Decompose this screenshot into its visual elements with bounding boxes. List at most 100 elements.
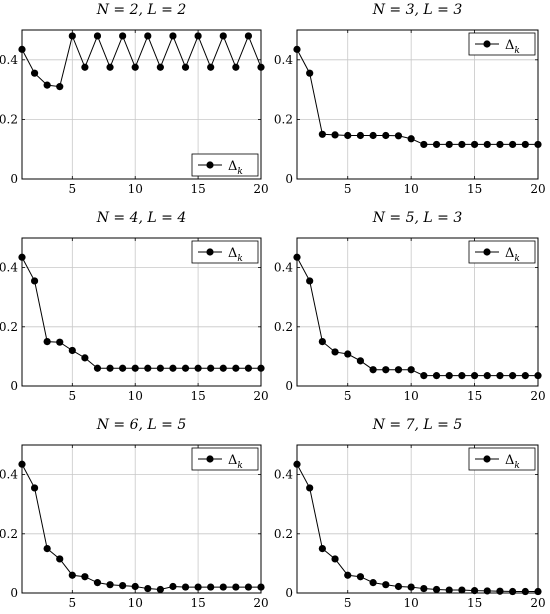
panel-1-ytick-label-0.2: 0.2 [0,112,18,126]
panel-1-title: N = 2, L = 2 [96,2,187,18]
panel-5-data-point-8 [106,581,114,589]
panel-3-ytick-label-0.2: 0.2 [0,320,18,334]
panel-5-xtick-label-20: 20 [253,596,268,610]
panel-1-data-point-2 [30,69,39,77]
panel-3-data-point-11 [144,364,152,372]
panel-2-data-point-2 [306,69,314,77]
panel-1-data-point-15 [194,32,202,40]
panel-6-legend-box [468,447,536,471]
panel-4-data-point-15 [470,372,479,380]
panel-1-xtick-label-15: 15 [190,182,205,196]
panel-4-data-point-7 [369,366,377,374]
panel-2-data-point-18 [509,140,517,149]
panel-4-xtick-label-20: 20 [530,389,545,403]
panel-6-data-point-10 [407,583,415,591]
panel-4-data-point-2 [306,277,314,285]
panel-3-legend-box [191,240,259,264]
panel-3-legend-label-main: Δ [228,246,237,261]
panel-3-data-point-15 [194,364,202,372]
panel-2-data-point-3 [318,130,326,138]
panel-2: N = 3, L = 3 5 10 15 20 0 0.2 0.4 Δk [274,2,546,196]
panel-6-data-point-5 [344,571,352,579]
panel-2-ytick-label-0.4: 0.4 [274,53,293,67]
panel-3-data-point-7 [93,364,102,372]
panel-5-data-point-6 [81,573,89,581]
panel-2-data-point-15 [470,140,479,149]
panel-5-legend-label: Δk [228,453,243,471]
panel-2-data-point-16 [483,140,491,149]
panel-1-data-point-19 [244,32,253,40]
panel-1-legend: Δk [191,153,259,177]
panel-6-series-line [296,464,538,593]
panel-6-data-point-1 [293,460,301,468]
panel-1-data-point-11 [144,32,152,40]
panel-6-legend-label: Δk [505,453,520,471]
panel-3-ytick-label-0: 0 [10,379,18,393]
panel-2-data-point-7 [369,131,377,140]
panel-3-axes-frame [21,237,262,387]
panel-1-xtick-label-20: 20 [253,182,268,196]
panel-6-data-point-9 [394,582,403,591]
panel-3-xtick-label-10: 10 [128,389,143,403]
panel-6-ytick-label-0: 0 [285,586,293,600]
panel-3-data-point-4 [56,338,64,346]
panel-4-data-point-16 [483,372,491,380]
panel-2-data-point-4 [331,131,339,139]
panel-5: N = 6, L = 5 5 10 15 20 0 0.2 0.4 Δk [0,417,269,610]
panel-5-data-point-18 [232,583,240,591]
panel-3-xtick-label-15: 15 [190,389,205,403]
panel-6-data-point-15 [470,587,479,595]
panel-1-data-point-9 [119,32,127,40]
panel-4-data-point-5 [344,350,352,358]
panel-4-data-point-20 [534,372,542,380]
panel-1-ytick-label-0: 0 [10,172,18,186]
panel-5-data-point-5 [68,571,76,579]
panel-3-xtick-label-5: 5 [68,389,76,403]
panel-3-title: N = 4, L = 4 [96,210,187,226]
panel-3-data-point-1 [18,253,26,261]
panel-2-data-point-5 [344,131,352,140]
panel-2-data-point-9 [394,132,403,140]
panel-4-xtick-label-15: 15 [467,389,482,403]
panel-6-data-point-11 [420,584,428,593]
panel-3-data-point-20 [257,364,265,372]
panel-4-data-point-11 [420,372,428,380]
panel-2-data-point-10 [407,135,415,143]
panel-5-data-point-3 [43,545,51,553]
panel-3-data-point-3 [43,338,51,346]
panel-1-xtick-label-10: 10 [128,182,143,196]
panel-4-legend-box [468,240,536,264]
panel-5-data-point-11 [144,584,152,593]
panel-1-xtick-label-5: 5 [68,182,76,196]
panel-4-data-point-19 [521,372,529,380]
panel-5-legend-box [191,447,259,471]
panel-2-data-point-6 [356,131,365,140]
panel-6-data-point-12 [432,585,441,594]
panel-4-data-point-18 [509,372,517,380]
panel-4-ytick-label-0.4: 0.4 [274,261,293,275]
panel-3-data-point-17 [219,364,227,372]
panel-5-data-point-4 [56,555,64,563]
panel-4-data-point-12 [432,372,441,380]
panel-3-data-point-18 [232,364,240,372]
panel-5-axes-frame [21,444,262,594]
panel-6: N = 7, L = 5 5 10 15 20 0 0.2 0.4 Δk [274,417,546,610]
panel-6-data-point-17 [496,587,504,595]
panel-5-title: N = 6, L = 5 [96,417,187,433]
panel-1-data-point-5 [68,32,76,40]
panel-5-series-line [21,464,261,590]
panel-2-legend-label: Δk [505,38,520,56]
panel-4-data-point-9 [394,366,403,374]
panel-4-xtick-label-10: 10 [404,389,419,403]
panel-3-xtick-label-20: 20 [253,389,268,403]
panel-4-legend: Δk [468,240,536,264]
panel-1: N = 2, L = 2 5 10 15 20 0 0.2 0.4 Δk [0,2,269,196]
panel-3-legend-label: Δk [228,246,243,264]
panel-2-data-point-13 [445,140,453,149]
panel-4-legend-label-sub: k [514,254,519,264]
panel-4-ytick-label-0.2: 0.2 [274,320,293,334]
panel-2-legend-box [468,32,536,56]
panel-1-axes-frame [21,29,262,180]
panel-6-data-point-7 [369,579,377,587]
panel-5-data-point-14 [181,583,190,591]
